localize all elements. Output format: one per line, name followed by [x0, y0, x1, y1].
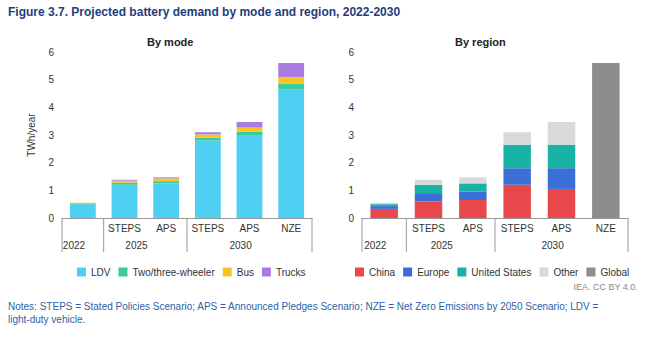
svg-text:0: 0	[48, 213, 54, 224]
svg-text:Two/three-wheeler: Two/three-wheeler	[132, 267, 215, 278]
svg-text:Europe: Europe	[417, 267, 450, 278]
svg-text:6: 6	[348, 47, 354, 58]
svg-text:3: 3	[348, 130, 354, 141]
svg-text:Notes: STEPS = Stated Policies: Notes: STEPS = Stated Policies Scenario;…	[8, 301, 601, 312]
svg-text:light-duty vehicle.: light-duty vehicle.	[8, 314, 85, 325]
svg-text:4: 4	[48, 102, 54, 113]
svg-text:2030: 2030	[230, 240, 253, 251]
svg-text:3: 3	[48, 130, 54, 141]
svg-text:China: China	[369, 267, 396, 278]
svg-text:APS: APS	[463, 223, 483, 234]
svg-text:APS: APS	[551, 223, 571, 234]
svg-text:TWh/year: TWh/year	[26, 113, 37, 157]
svg-text:NZE: NZE	[281, 223, 301, 234]
svg-text:1: 1	[348, 185, 354, 196]
svg-text:0: 0	[348, 213, 354, 224]
svg-text:2: 2	[348, 157, 354, 168]
svg-text:2022: 2022	[63, 240, 86, 251]
svg-text:NZE: NZE	[596, 223, 616, 234]
svg-text:Figure 3.7. Projected battery: Figure 3.7. Projected battery demand by …	[8, 5, 400, 19]
svg-text:LDV: LDV	[91, 267, 111, 278]
svg-text:2025: 2025	[431, 240, 454, 251]
svg-text:4: 4	[348, 102, 354, 113]
svg-text:STEPS: STEPS	[412, 223, 445, 234]
svg-text:Trucks: Trucks	[276, 267, 306, 278]
svg-text:APS: APS	[156, 223, 176, 234]
svg-text:STEPS: STEPS	[501, 223, 534, 234]
svg-text:5: 5	[348, 74, 354, 85]
svg-text:6: 6	[48, 47, 54, 58]
svg-text:Bus: Bus	[237, 267, 254, 278]
svg-text:Global: Global	[600, 267, 629, 278]
svg-text:By region: By region	[455, 36, 506, 48]
svg-text:5: 5	[48, 74, 54, 85]
svg-text:1: 1	[48, 185, 54, 196]
svg-text:IEA. CC BY 4.0.: IEA. CC BY 4.0.	[573, 282, 637, 292]
svg-text:STEPS: STEPS	[191, 223, 224, 234]
svg-text:By mode: By mode	[147, 36, 193, 48]
svg-text:STEPS: STEPS	[108, 223, 141, 234]
svg-text:2: 2	[48, 157, 54, 168]
svg-text:2025: 2025	[125, 240, 148, 251]
svg-text:United States: United States	[471, 267, 531, 278]
svg-text:2022: 2022	[364, 240, 387, 251]
svg-text:Other: Other	[553, 267, 579, 278]
svg-text:APS: APS	[239, 223, 259, 234]
svg-text:2030: 2030	[542, 240, 565, 251]
